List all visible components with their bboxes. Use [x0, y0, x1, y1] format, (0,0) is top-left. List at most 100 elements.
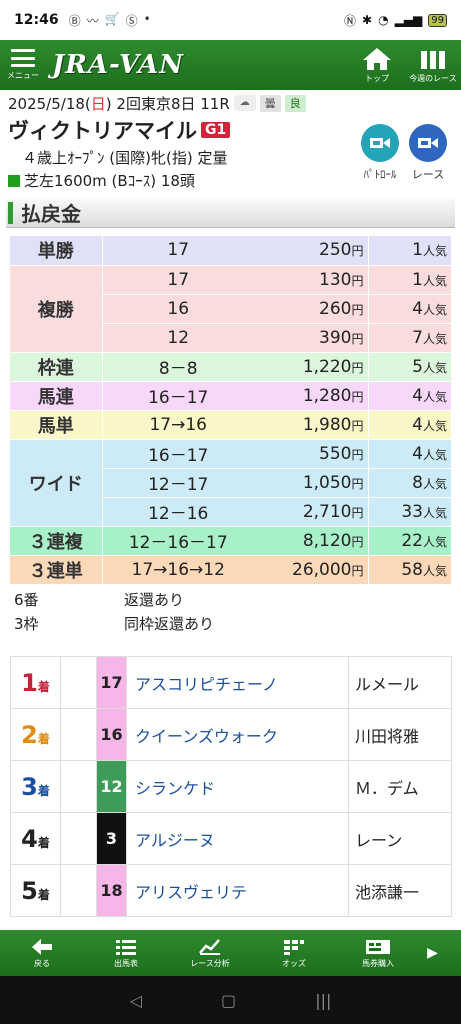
race-name: ヴィクトリアマイル [8, 119, 197, 143]
popularity: 8人気 [367, 468, 451, 498]
battery-icon: 99 [428, 13, 447, 27]
winning-number: 8－8 [102, 352, 254, 382]
result-row[interactable]: 2着 16 クイーンズウォーク 川田将雅 [10, 708, 452, 761]
payout-amount: 550円 [254, 439, 368, 469]
result-row[interactable]: 3着 12 シランケド Ｍ．デム [10, 760, 452, 813]
top-button[interactable]: トップ [349, 40, 405, 90]
horse-name[interactable]: アリスヴェリテ [126, 864, 349, 917]
spacer-cell [60, 656, 97, 709]
bet-type: 馬連 [10, 381, 103, 411]
bottom-toolbar: 戻る 出馬表 レース分析 オッズ 馬券購入 ▶ [0, 930, 461, 976]
spacer-cell [60, 760, 97, 813]
finish-place: 1着 [10, 656, 61, 709]
system-back-icon[interactable]: ◁ [129, 990, 142, 1010]
winning-number: 12－17 [102, 468, 254, 498]
finish-place: 3着 [10, 760, 61, 813]
bet-type: ３連単 [10, 555, 103, 585]
video-icon [361, 124, 399, 162]
popularity: 4人気 [367, 381, 451, 411]
jockey-name: ルメール [348, 656, 452, 709]
refund-note: 3枠 同枠返還あり [14, 615, 215, 633]
horse-name[interactable]: アルジーヌ [126, 812, 349, 865]
bet-type: 枠連 [10, 352, 103, 382]
system-recents-icon[interactable]: ||| [315, 990, 332, 1010]
app-logo[interactable]: JRA-VAN [52, 50, 185, 80]
race-date: 2025/5/18(日) 2回東京8日 11R [8, 94, 230, 113]
popularity: 7人気 [367, 323, 451, 353]
bet-type: ワイド [10, 439, 103, 527]
patrol-button[interactable]: ﾊﾟﾄﾛｰﾙ [356, 124, 404, 182]
payout-amount: 1,280円 [254, 381, 368, 411]
payout-amount: 130円 [254, 265, 368, 295]
winning-number: 17→16 [102, 410, 254, 440]
bet-type: 複勝 [10, 265, 103, 353]
horse-name[interactable]: シランケド [126, 760, 349, 813]
payout-amount: 260円 [254, 294, 368, 324]
payout-row: 枠連 8－8 1,220円 5人気 [10, 352, 451, 382]
winning-number: 12 [102, 323, 254, 353]
cart-icon: 🛒 [104, 11, 120, 26]
horse-name[interactable]: クイーンズウォーク [126, 708, 349, 761]
payout-amount: 250円 [254, 236, 368, 266]
payout-row: 12 390円 7人気 [10, 323, 451, 353]
refund-note: 6番 返還あり [14, 591, 185, 609]
status-bar: 12:46 Ⓑ 〰 🛒 Ⓢ • Ⓝ ✱ ◔ ▂▄▆ 99 [0, 0, 461, 40]
spacer-cell [60, 812, 97, 865]
video-icon [409, 124, 447, 162]
jockey-name: Ｍ．デム [348, 760, 452, 813]
track-condition-badge: 良 [284, 94, 306, 112]
app-header: メニュー JRA-VAN トップ 今週のレース [0, 40, 461, 90]
week-races-label: 今週のレース [409, 73, 457, 83]
popularity: 33人気 [367, 497, 451, 527]
popularity: 1人気 [367, 236, 451, 266]
race-video-button[interactable]: レース [404, 124, 452, 182]
more-arrow-icon[interactable]: ▶ [427, 945, 438, 961]
jockey-name: レーン [348, 812, 452, 865]
payout-row: ３連複 12－16－17 8,120円 22人気 [10, 526, 451, 556]
finish-place: 5着 [10, 864, 61, 917]
weather-badge: 曇 [259, 94, 281, 112]
back-button[interactable]: 戻る [0, 930, 84, 976]
analysis-button[interactable]: レース分析 [168, 930, 252, 976]
payout-amount: 1,980円 [254, 410, 368, 440]
winning-number: 12－16－17 [102, 526, 254, 556]
jockey-name: 池添謙一 [348, 864, 452, 917]
bet-type: ３連複 [10, 526, 103, 556]
odds-button[interactable]: オッズ [252, 930, 336, 976]
payout-amount: 390円 [254, 323, 368, 353]
winning-number: 16－17 [102, 439, 254, 469]
turf-icon [8, 174, 20, 187]
winning-number: 12－16 [102, 497, 254, 527]
result-table: 1着 17 アスコリピチェーノ ルメール 2着 16 クイーンズウォーク 川田将雅 3着 12 シラ… [10, 656, 452, 917]
payout-amount: 8,120円 [254, 526, 368, 556]
result-row[interactable]: 4着 3 アルジーヌ レーン [10, 812, 452, 865]
buy-ticket-button[interactable]: 馬券購入 [336, 930, 420, 976]
system-nav-bar: ◁ ▢ ||| [0, 976, 461, 1024]
result-row[interactable]: 5着 18 アリスヴェリテ 池添謙一 [10, 864, 452, 917]
columns-icon [421, 50, 445, 69]
payout-row: 複勝 17 130円 1人気 [10, 265, 451, 353]
race-course-line: 芝左1600m (Bｺｰｽ) 18頭 [8, 170, 453, 191]
system-home-icon[interactable]: ▢ [221, 990, 237, 1010]
bet-type: 馬単 [10, 410, 103, 440]
refund-notes: 6番 返還あり 3枠 同枠返還あり [14, 588, 214, 636]
section-title: 払戻金 [21, 202, 81, 226]
payout-table: 単勝 17 250円 1人気 複勝 17 130円 1人気 16 260円 4人気 12 390円 7人気… [10, 236, 451, 585]
race-name-line: ヴィクトリアマイル G1 [8, 115, 453, 145]
race-info: 2025/5/18(日) 2回東京8日 11R ☁ 曇 良 ヴィクトリアマイル … [8, 92, 453, 191]
horse-number: 17 [96, 656, 127, 709]
payout-row: ３連単 17→16→12 26,000円 58人気 [10, 555, 451, 585]
result-row[interactable]: 1着 17 アスコリピチェーノ ルメール [10, 656, 452, 709]
week-races-button[interactable]: 今週のレース [405, 40, 461, 90]
popularity: 4人気 [367, 410, 451, 440]
system-icons: Ⓝ ✱ ◔ ▂▄▆ 99 [344, 12, 447, 29]
odds-icon [284, 939, 304, 955]
menu-button[interactable]: メニュー [0, 40, 46, 90]
wifi-icon: ◔ [378, 13, 389, 27]
entries-button[interactable]: 出馬表 [84, 930, 168, 976]
patrol-label: ﾊﾟﾄﾛｰﾙ [363, 168, 397, 181]
race-date-line: 2025/5/18(日) 2回東京8日 11R ☁ 曇 良 [8, 92, 453, 114]
horse-name[interactable]: アスコリピチェーノ [126, 656, 349, 709]
race-course: 芝左1600m (Bｺｰｽ) 18頭 [24, 172, 195, 190]
top-label: トップ [365, 73, 389, 83]
